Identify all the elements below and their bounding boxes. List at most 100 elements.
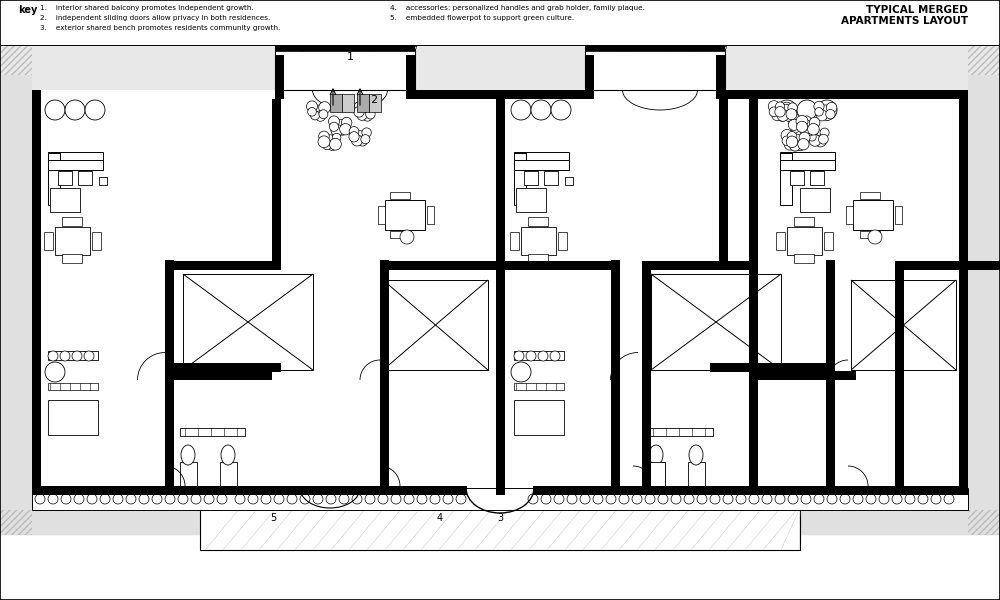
Circle shape <box>417 494 427 504</box>
Circle shape <box>275 44 280 49</box>
Circle shape <box>528 494 538 504</box>
Circle shape <box>796 121 808 133</box>
Circle shape <box>191 494 201 504</box>
Circle shape <box>687 44 691 48</box>
Circle shape <box>306 101 318 112</box>
Circle shape <box>235 494 245 504</box>
Circle shape <box>358 43 362 47</box>
Text: TYPICAL MERGED: TYPICAL MERGED <box>866 5 968 15</box>
Bar <box>787 227 822 255</box>
Bar <box>32 90 275 99</box>
Circle shape <box>347 43 351 47</box>
Bar <box>524 171 538 185</box>
Bar <box>810 171 824 185</box>
Circle shape <box>688 46 692 51</box>
Ellipse shape <box>181 445 195 465</box>
Circle shape <box>632 44 636 49</box>
Circle shape <box>376 46 380 50</box>
Circle shape <box>139 494 149 504</box>
Bar <box>790 171 804 185</box>
Circle shape <box>531 100 551 120</box>
Circle shape <box>329 122 339 131</box>
Circle shape <box>511 100 531 120</box>
Circle shape <box>656 46 660 50</box>
Circle shape <box>696 45 699 49</box>
Circle shape <box>362 111 373 121</box>
Circle shape <box>329 116 339 127</box>
Circle shape <box>368 43 373 47</box>
Bar <box>716 55 725 99</box>
Bar <box>558 232 567 250</box>
Circle shape <box>401 46 405 50</box>
Bar <box>648 462 665 487</box>
Circle shape <box>698 44 702 48</box>
Circle shape <box>786 136 798 148</box>
Circle shape <box>279 46 283 51</box>
Bar <box>272 90 281 270</box>
Circle shape <box>635 43 639 47</box>
Circle shape <box>722 43 727 47</box>
Bar <box>380 261 496 270</box>
Bar <box>895 206 902 224</box>
Circle shape <box>655 47 659 50</box>
Circle shape <box>607 43 612 47</box>
Circle shape <box>651 42 656 47</box>
Circle shape <box>320 46 325 50</box>
Circle shape <box>375 43 378 46</box>
Bar <box>688 462 705 487</box>
Circle shape <box>366 44 370 48</box>
Circle shape <box>700 43 705 47</box>
Text: 1.    interior shared balcony promotes independent growth.: 1. interior shared balcony promotes inde… <box>40 5 254 11</box>
Bar <box>895 270 904 495</box>
Circle shape <box>645 46 649 50</box>
Circle shape <box>784 139 796 150</box>
Circle shape <box>399 44 403 49</box>
Bar <box>565 177 573 185</box>
Circle shape <box>780 104 792 116</box>
Circle shape <box>797 124 807 134</box>
Circle shape <box>329 138 341 150</box>
Bar <box>55 227 90 255</box>
Circle shape <box>781 110 790 119</box>
Bar <box>200 508 800 550</box>
Bar <box>390 231 410 238</box>
Circle shape <box>326 494 336 504</box>
Circle shape <box>301 46 305 51</box>
Bar <box>514 383 564 390</box>
Circle shape <box>346 46 350 50</box>
Circle shape <box>664 46 668 50</box>
Circle shape <box>400 230 414 244</box>
Circle shape <box>671 494 681 504</box>
Bar <box>780 153 792 205</box>
Circle shape <box>286 44 291 49</box>
Bar <box>272 90 281 270</box>
Circle shape <box>297 42 302 47</box>
Circle shape <box>291 43 296 47</box>
Circle shape <box>718 45 721 49</box>
Circle shape <box>318 136 330 148</box>
Bar <box>770 45 1000 535</box>
Bar <box>514 160 569 170</box>
Bar <box>32 90 968 495</box>
Bar <box>0 45 1000 90</box>
Bar <box>768 490 968 535</box>
Circle shape <box>709 44 713 49</box>
Circle shape <box>538 351 548 361</box>
Bar <box>32 488 968 510</box>
Circle shape <box>297 44 302 49</box>
Circle shape <box>396 42 401 47</box>
Bar <box>99 177 107 185</box>
Circle shape <box>816 110 828 121</box>
Circle shape <box>324 46 328 50</box>
Bar <box>415 90 585 99</box>
Circle shape <box>331 46 336 50</box>
Circle shape <box>806 125 818 137</box>
Bar <box>32 45 968 90</box>
Circle shape <box>609 46 613 50</box>
Circle shape <box>72 351 82 361</box>
Bar <box>44 232 53 250</box>
Bar <box>383 280 488 370</box>
Circle shape <box>353 46 358 50</box>
Circle shape <box>377 44 381 48</box>
Circle shape <box>720 44 724 48</box>
